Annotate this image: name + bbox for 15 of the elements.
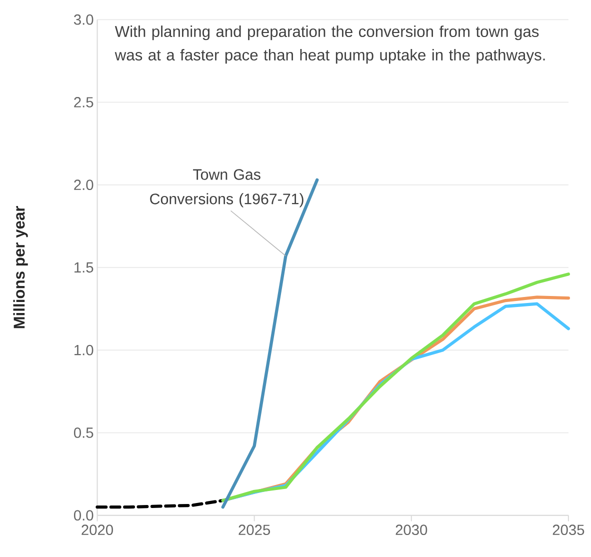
y-tick-label: 2.5 <box>74 97 94 108</box>
x-tick-label: 2025 <box>238 524 270 536</box>
y-tick-label: 0.5 <box>74 428 94 438</box>
y-tick-label: 1.5 <box>74 262 94 273</box>
y-tick-label: 3.0 <box>74 14 94 26</box>
annotation: With planning and preparation the conversion from town gas was at a faster pace than heat pump uptake in the pathways. <box>114 26 545 64</box>
x-tick-label: 2030 <box>396 524 428 536</box>
line-series <box>96 499 224 509</box>
y-tick-label: 2.0 <box>74 180 94 190</box>
y-tick-label: 1.0 <box>74 345 94 356</box>
x-tick-label: 2035 <box>552 524 584 536</box>
x-tick-label: 2020 <box>82 524 113 536</box>
y-tick-label: 0.0 <box>74 510 94 521</box>
annotation: Town Gas Conversions (1967-71) <box>150 169 304 208</box>
y-axis-title: Millions per year <box>13 206 28 328</box>
